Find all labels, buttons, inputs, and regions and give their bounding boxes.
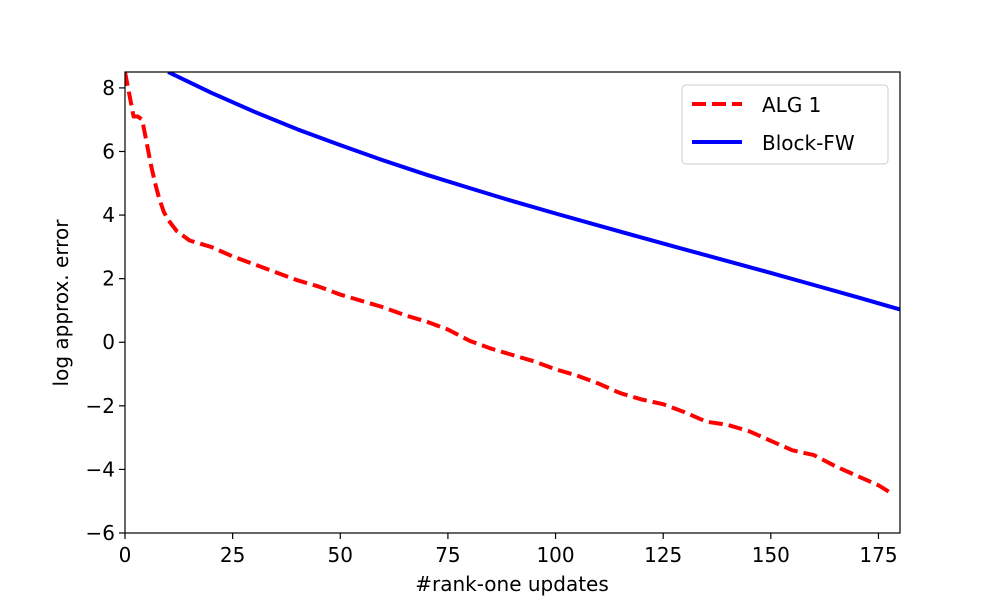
x-tick-label: 175 [859, 543, 897, 567]
series-line-block-fw [167, 72, 900, 312]
x-axis: 0 25 50 75 100 125 150 175 [119, 533, 898, 567]
y-axis: −6 −4 −2 0 2 4 6 8 [86, 76, 125, 545]
y-tick-label: −4 [86, 457, 115, 481]
y-tick-label: −2 [86, 394, 115, 418]
y-tick-label: 6 [102, 139, 115, 163]
x-tick-label: 25 [220, 543, 245, 567]
x-tick-label: 75 [435, 543, 460, 567]
legend-label-alg1: ALG 1 [762, 93, 821, 117]
legend-label-block-fw: Block-FW [762, 131, 855, 155]
series-line-alg-1 [125, 72, 893, 495]
x-axis-label: #rank-one updates [415, 572, 609, 596]
plot-frame [124, 71, 901, 534]
y-tick-label: 4 [102, 203, 115, 227]
legend: ALG 1 Block-FW [681, 84, 889, 165]
y-tick-label: 0 [102, 330, 115, 354]
x-tick-label: 125 [644, 543, 682, 567]
y-tick-label: 2 [102, 267, 115, 291]
y-tick-label: −6 [86, 521, 115, 545]
y-tick-label: 8 [102, 76, 115, 100]
x-tick-label: 150 [752, 543, 790, 567]
y-axis-label: log approx. error [49, 219, 73, 387]
x-tick-label: 50 [328, 543, 353, 567]
x-tick-label: 0 [119, 543, 132, 567]
x-tick-label: 100 [536, 543, 574, 567]
series-layer [125, 72, 900, 495]
